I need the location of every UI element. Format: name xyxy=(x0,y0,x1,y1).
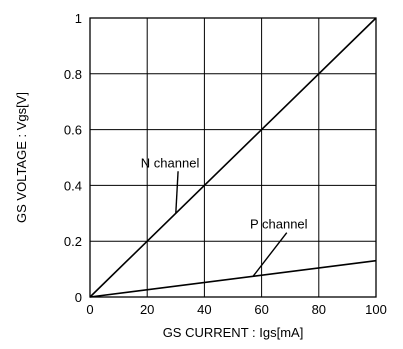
y-tick-label: 0.4 xyxy=(64,178,82,193)
x-tick-label: 20 xyxy=(140,302,154,317)
y-tick-label: 0.6 xyxy=(64,123,82,138)
x-tick-label: 40 xyxy=(197,302,211,317)
y-tick-labels: 0 0.2 0.4 0.6 0.8 1 xyxy=(64,11,82,305)
series-line-n xyxy=(89,17,377,298)
annotation-leader-p xyxy=(252,232,288,277)
annotations: N channel P channel xyxy=(141,155,308,277)
series-lines xyxy=(89,17,377,298)
y-tick-label: 1 xyxy=(75,11,82,26)
annotation-label-p: P channel xyxy=(250,217,308,232)
x-tick-label: 100 xyxy=(365,302,387,317)
annotation-leader-n xyxy=(175,171,179,214)
grid-lines xyxy=(90,18,376,297)
plot-frame xyxy=(89,17,377,298)
x-tick-label: 80 xyxy=(312,302,326,317)
x-tick-label: 0 xyxy=(86,302,93,317)
y-tick-label: 0.2 xyxy=(64,234,82,249)
y-tick-label: 0.8 xyxy=(64,67,82,82)
annotation-label-n: N channel xyxy=(141,155,200,170)
y-axis-label: GS VOLTAGE : Vgs[V] xyxy=(14,92,29,223)
y-tick-label: 0 xyxy=(75,290,82,305)
x-axis-label: GS CURRENT : Igs[mA] xyxy=(163,325,304,340)
x-tick-label: 60 xyxy=(254,302,268,317)
x-tick-labels: 0 20 40 60 80 100 xyxy=(86,302,386,317)
series-line-p xyxy=(89,259,377,298)
